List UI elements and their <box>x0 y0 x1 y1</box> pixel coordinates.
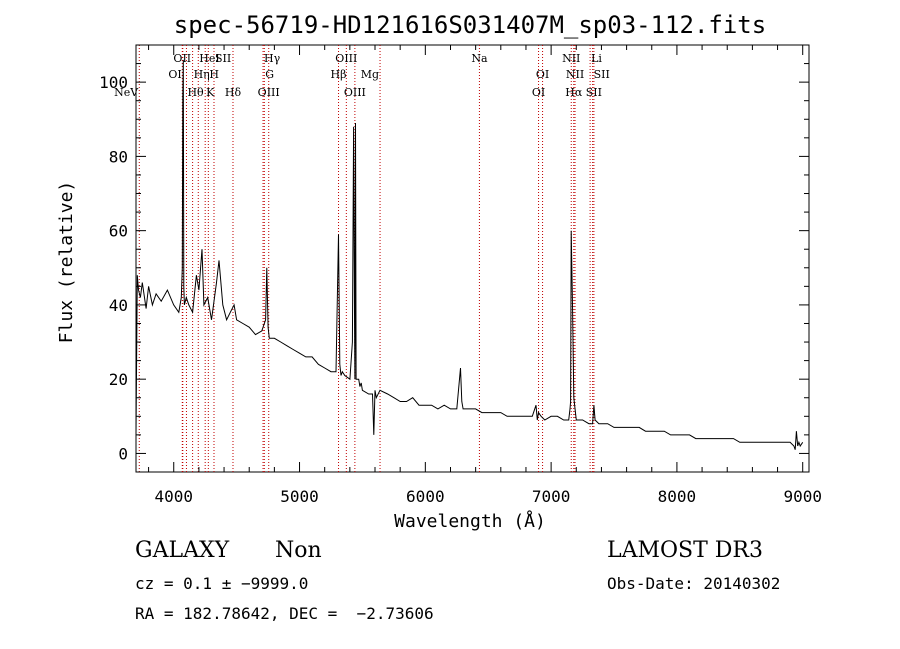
marker-label: Hβ <box>331 68 347 81</box>
y-tick-label: 80 <box>109 147 128 166</box>
y-tick-label: 40 <box>109 296 128 315</box>
marker-label: OI <box>168 68 181 81</box>
object-subclass: Non <box>275 538 322 563</box>
marker-label: Hα <box>565 86 583 99</box>
y-tick-label: 60 <box>109 222 128 241</box>
coordinates-readout: RA = 182.78642, DEC = −2.73606 <box>135 604 434 623</box>
marker-label: SII <box>586 86 602 99</box>
object-class: GALAXY <box>135 538 230 563</box>
y-tick-label: 0 <box>118 444 128 463</box>
marker-label: Hγ <box>264 52 281 65</box>
y-tick-label: 100 <box>99 73 128 92</box>
marker-label: Mg <box>361 68 379 81</box>
survey-name: LAMOST DR3 <box>607 538 763 563</box>
marker-label: SII <box>594 68 610 81</box>
x-tick-label: 9000 <box>783 487 822 506</box>
y-tick-label: 20 <box>109 370 128 389</box>
marker-label: OII <box>173 52 191 65</box>
x-tick-label: 5000 <box>280 487 319 506</box>
marker-label: Li <box>591 52 602 65</box>
marker-label: NII <box>566 68 584 81</box>
marker-label: Na <box>471 52 488 65</box>
marker-label: OI <box>532 86 545 99</box>
x-tick-label: 6000 <box>406 487 445 506</box>
marker-label: K <box>206 86 215 99</box>
x-axis-label: Wavelength (Å) <box>394 510 546 532</box>
flux-series-line <box>135 59 804 450</box>
marker-label: SII <box>215 52 231 65</box>
redshift-readout: cz = 0.1 ± −9999.0 <box>135 574 309 593</box>
marker-label: OIII <box>344 86 366 99</box>
x-tick-label: 4000 <box>154 487 193 506</box>
marker-label: G <box>265 68 274 81</box>
marker-label: OI <box>536 68 549 81</box>
chart-title: spec-56719-HD121616S031407M_sp03-112.fit… <box>174 11 766 39</box>
x-tick-label: 7000 <box>532 487 571 506</box>
marker-label: OIII <box>258 86 280 99</box>
marker-label: H <box>209 68 219 81</box>
marker-label: Hδ <box>225 86 242 99</box>
marker-label: Hη <box>194 68 210 81</box>
marker-label: OIII <box>335 52 357 65</box>
emission-line-labels: NeV OII OI Hθ Hη HeI KH SII Hδ Hγ G OIII Hβ OIII OIII M… <box>114 52 610 99</box>
axis-ticks: 4000 5000 6000 7000 8000 9000 0 20 40 60 80 100 <box>99 44 822 506</box>
y-axis-label: Flux (relative) <box>56 181 77 344</box>
marker-label: NeV <box>114 86 139 99</box>
emission-line-markers <box>138 45 595 472</box>
x-tick-label: 8000 <box>658 487 697 506</box>
marker-label: NII <box>562 52 580 65</box>
plot-frame <box>135 44 810 473</box>
marker-label: Hθ <box>187 86 204 99</box>
marker-label: HeI <box>199 52 219 65</box>
observation-date: Obs-Date: 20140302 <box>607 574 781 593</box>
